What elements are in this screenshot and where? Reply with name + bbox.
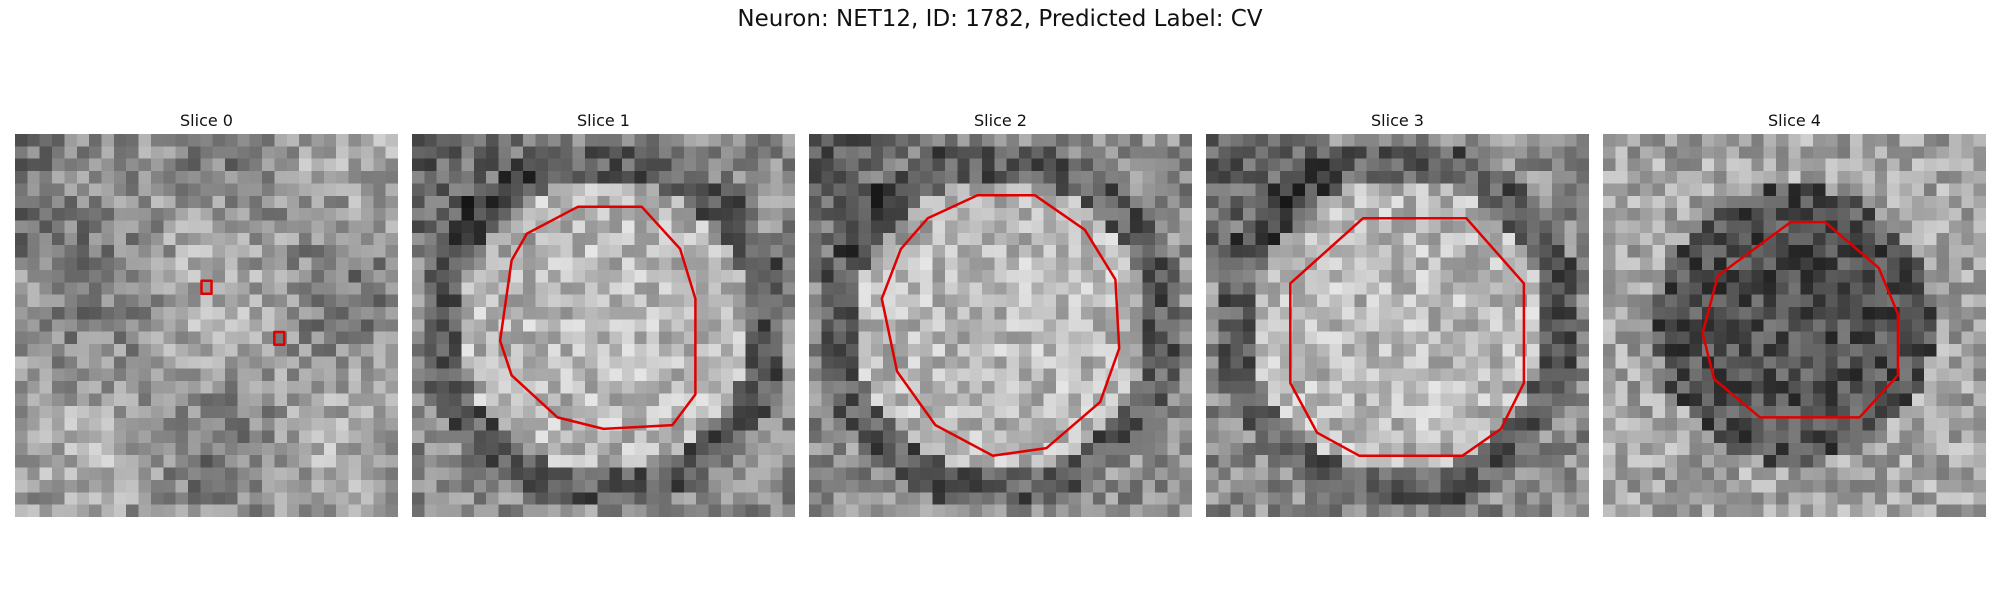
outline-contour bbox=[200, 279, 213, 295]
outline-contour bbox=[498, 205, 697, 431]
neuron-outline-2 bbox=[880, 194, 1121, 457]
slice-image-2 bbox=[809, 134, 1192, 517]
slice-image-3 bbox=[1206, 134, 1589, 517]
slice-title-3: Slice 3 bbox=[1371, 111, 1424, 130]
slice-panel-2: Slice 2 bbox=[809, 108, 1192, 517]
neuron-outline-0 bbox=[200, 279, 286, 346]
neuron-outline-1 bbox=[498, 205, 697, 431]
slice-panel-4: Slice 4 bbox=[1603, 108, 1986, 517]
outline-contour bbox=[273, 330, 286, 346]
slice-image-1 bbox=[412, 134, 795, 517]
slice-title-0: Slice 0 bbox=[180, 111, 233, 130]
slice-panel-3: Slice 3 bbox=[1206, 108, 1589, 517]
slice-image-0 bbox=[15, 134, 398, 517]
slice-title-2: Slice 2 bbox=[974, 111, 1027, 130]
slice-title-4: Slice 4 bbox=[1768, 111, 1821, 130]
neuron-outline-4 bbox=[1701, 220, 1900, 419]
slice-image-4 bbox=[1603, 134, 1986, 517]
slice-panel-1: Slice 1 bbox=[412, 108, 795, 517]
outline-contour bbox=[1289, 217, 1526, 457]
neuron-outline-3 bbox=[1289, 217, 1526, 457]
figure-title: Neuron: NET12, ID: 1782, Predicted Label… bbox=[737, 6, 1263, 32]
outline-contour bbox=[880, 194, 1121, 457]
slice-title-1: Slice 1 bbox=[577, 111, 630, 130]
outline-contour bbox=[1701, 220, 1900, 419]
slice-panel-0: Slice 0 bbox=[15, 108, 398, 517]
